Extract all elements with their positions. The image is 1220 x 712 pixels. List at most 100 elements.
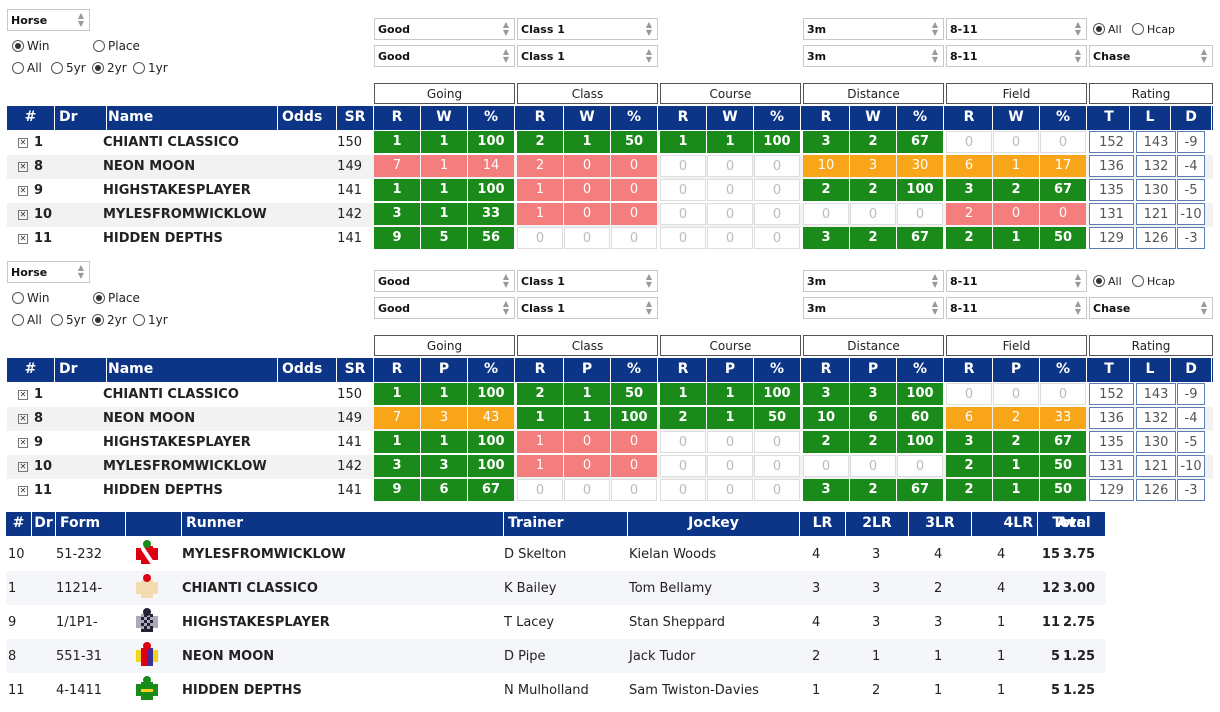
runner-name[interactable]: MYLESFROMWICKLOW — [182, 547, 346, 562]
col-header-4lr[interactable]: 4LR — [972, 512, 1038, 536]
col-header-r[interactable]: R — [517, 106, 564, 130]
col-header-odds[interactable]: Odds — [278, 106, 337, 130]
remove-runner-icon[interactable]: ✕ — [18, 486, 28, 496]
col-header-%[interactable]: % — [897, 106, 944, 130]
radio-type-hcap[interactable]: Hcap — [1132, 22, 1175, 36]
horse-selector[interactable]: Horse ▲ ▼ — [7, 9, 90, 31]
radio-place[interactable]: Place — [93, 291, 140, 305]
rating-type-select[interactable]: Chase ▲ ▼ — [1089, 297, 1213, 319]
col-header-r[interactable]: R — [517, 358, 564, 382]
col-header-%[interactable]: % — [754, 358, 801, 382]
remove-runner-icon[interactable]: ✕ — [18, 390, 28, 400]
col-header-w[interactable]: W — [993, 106, 1040, 130]
col-header-p[interactable]: P — [850, 358, 897, 382]
class-select-2[interactable]: Class 1 ▲ ▼ — [517, 297, 658, 319]
col-header-w[interactable]: W — [421, 106, 468, 130]
col-header-jockey[interactable]: Jockey — [628, 512, 800, 536]
radio-period-5yr[interactable]: 5yr — [51, 61, 86, 75]
runner-name[interactable]: MYLESFROMWICKLOW — [103, 207, 267, 222]
radio-place[interactable]: Place — [93, 39, 140, 53]
radio-period-2yr[interactable]: 2yr — [92, 61, 127, 75]
col-header-name[interactable]: Name — [104, 358, 278, 382]
col-header-r[interactable]: R — [946, 106, 993, 130]
runner-name[interactable]: NEON MOON — [182, 649, 275, 664]
runner-name[interactable]: HIGHSTAKESPLAYER — [103, 435, 251, 450]
runner-name[interactable]: HIDDEN DEPTHS — [182, 683, 302, 698]
remove-runner-icon[interactable]: ✕ — [18, 414, 28, 424]
col-header-%[interactable]: % — [1040, 106, 1087, 130]
radio-type-all[interactable]: All — [1093, 274, 1122, 288]
going-select[interactable]: Good ▲ ▼ — [374, 270, 515, 292]
runner-name[interactable]: HIDDEN DEPTHS — [103, 483, 223, 498]
runner-name[interactable]: NEON MOON — [103, 159, 196, 174]
col-header-l[interactable]: L — [1130, 106, 1171, 130]
runner-name[interactable]: NEON MOON — [103, 411, 196, 426]
col-header-t[interactable]: T — [1089, 106, 1130, 130]
col-header-num[interactable]: # — [7, 106, 55, 130]
col-header-trainer[interactable]: Trainer — [504, 512, 628, 536]
col-header-%[interactable]: % — [754, 106, 801, 130]
remove-runner-icon[interactable]: ✕ — [18, 210, 28, 220]
col-header-r[interactable]: R — [946, 358, 993, 382]
field-select[interactable]: 8-11 ▲ ▼ — [946, 18, 1087, 40]
col-header-%[interactable]: % — [468, 358, 515, 382]
col-header-name[interactable]: Name — [104, 106, 278, 130]
col-header-r[interactable]: R — [803, 106, 850, 130]
col-header-r[interactable]: R — [660, 358, 707, 382]
radio-period-all[interactable]: All — [12, 61, 42, 75]
col-header-d[interactable]: D — [1171, 358, 1212, 382]
col-header-3lr[interactable]: 3LR — [909, 512, 972, 536]
col-header-w[interactable]: W — [850, 106, 897, 130]
remove-runner-icon[interactable]: ✕ — [18, 234, 28, 244]
col-header-r[interactable]: R — [660, 106, 707, 130]
col-header-l[interactable]: L — [1130, 358, 1171, 382]
runner-name[interactable]: HIDDEN DEPTHS — [103, 231, 223, 246]
runner-name[interactable]: CHIANTI CLASSICO — [103, 135, 239, 150]
col-header-p[interactable]: P — [993, 358, 1040, 382]
col-header-p[interactable]: P — [707, 358, 754, 382]
radio-period-all[interactable]: All — [12, 313, 42, 327]
field-select-2[interactable]: 8-11 ▲ ▼ — [946, 297, 1087, 319]
col-header-%[interactable]: % — [897, 358, 944, 382]
distance-select[interactable]: 3m ▲ ▼ — [803, 270, 944, 292]
col-header-d[interactable]: D — [1171, 106, 1212, 130]
distance-select-2[interactable]: 3m ▲ ▼ — [803, 45, 944, 67]
remove-runner-icon[interactable]: ✕ — [18, 438, 28, 448]
col-header-num[interactable]: # — [7, 358, 55, 382]
going-select[interactable]: Good ▲ ▼ — [374, 18, 515, 40]
class-select-2[interactable]: Class 1 ▲ ▼ — [517, 45, 658, 67]
col-header-dr[interactable]: Dr — [55, 106, 107, 130]
radio-win[interactable]: Win — [12, 291, 50, 305]
col-header-w[interactable]: W — [707, 106, 754, 130]
distance-select[interactable]: 3m ▲ ▼ — [803, 18, 944, 40]
col-header-p[interactable]: P — [421, 358, 468, 382]
class-select[interactable]: Class 1 ▲ ▼ — [517, 270, 658, 292]
field-select[interactable]: 8-11 ▲ ▼ — [946, 270, 1087, 292]
col-header-t[interactable]: T — [1089, 358, 1130, 382]
col-header-dr[interactable]: Dr — [55, 358, 107, 382]
col-header-2lr[interactable]: 2LR — [846, 512, 909, 536]
radio-period-1yr[interactable]: 1yr — [133, 313, 168, 327]
runner-name[interactable]: HIGHSTAKESPLAYER — [103, 183, 251, 198]
remove-runner-icon[interactable]: ✕ — [18, 162, 28, 172]
remove-runner-icon[interactable]: ✕ — [18, 462, 28, 472]
col-header-lr[interactable]: LR — [800, 512, 846, 536]
runner-name[interactable]: CHIANTI CLASSICO — [182, 581, 318, 596]
runner-name[interactable]: MYLESFROMWICKLOW — [103, 459, 267, 474]
col-header-runner[interactable]: Runner — [182, 512, 504, 536]
radio-type-all[interactable]: All — [1093, 22, 1122, 36]
col-header-%[interactable]: % — [1040, 358, 1087, 382]
rating-type-select[interactable]: Chase ▲ ▼ — [1089, 45, 1213, 67]
col-header-p[interactable]: P — [564, 358, 611, 382]
radio-type-hcap[interactable]: Hcap — [1132, 274, 1175, 288]
col-header-sr[interactable]: SR — [337, 106, 374, 130]
col-header-odds[interactable]: Odds — [278, 358, 337, 382]
col-header-%[interactable]: % — [611, 358, 658, 382]
col-header-form[interactable]: Form — [56, 512, 126, 536]
col-header-%[interactable]: % — [468, 106, 515, 130]
col-header-w[interactable]: W — [564, 106, 611, 130]
going-select-2[interactable]: Good ▲ ▼ — [374, 297, 515, 319]
col-header-sr[interactable]: SR — [337, 358, 374, 382]
col-header-%[interactable]: % — [611, 106, 658, 130]
field-select-2[interactable]: 8-11 ▲ ▼ — [946, 45, 1087, 67]
